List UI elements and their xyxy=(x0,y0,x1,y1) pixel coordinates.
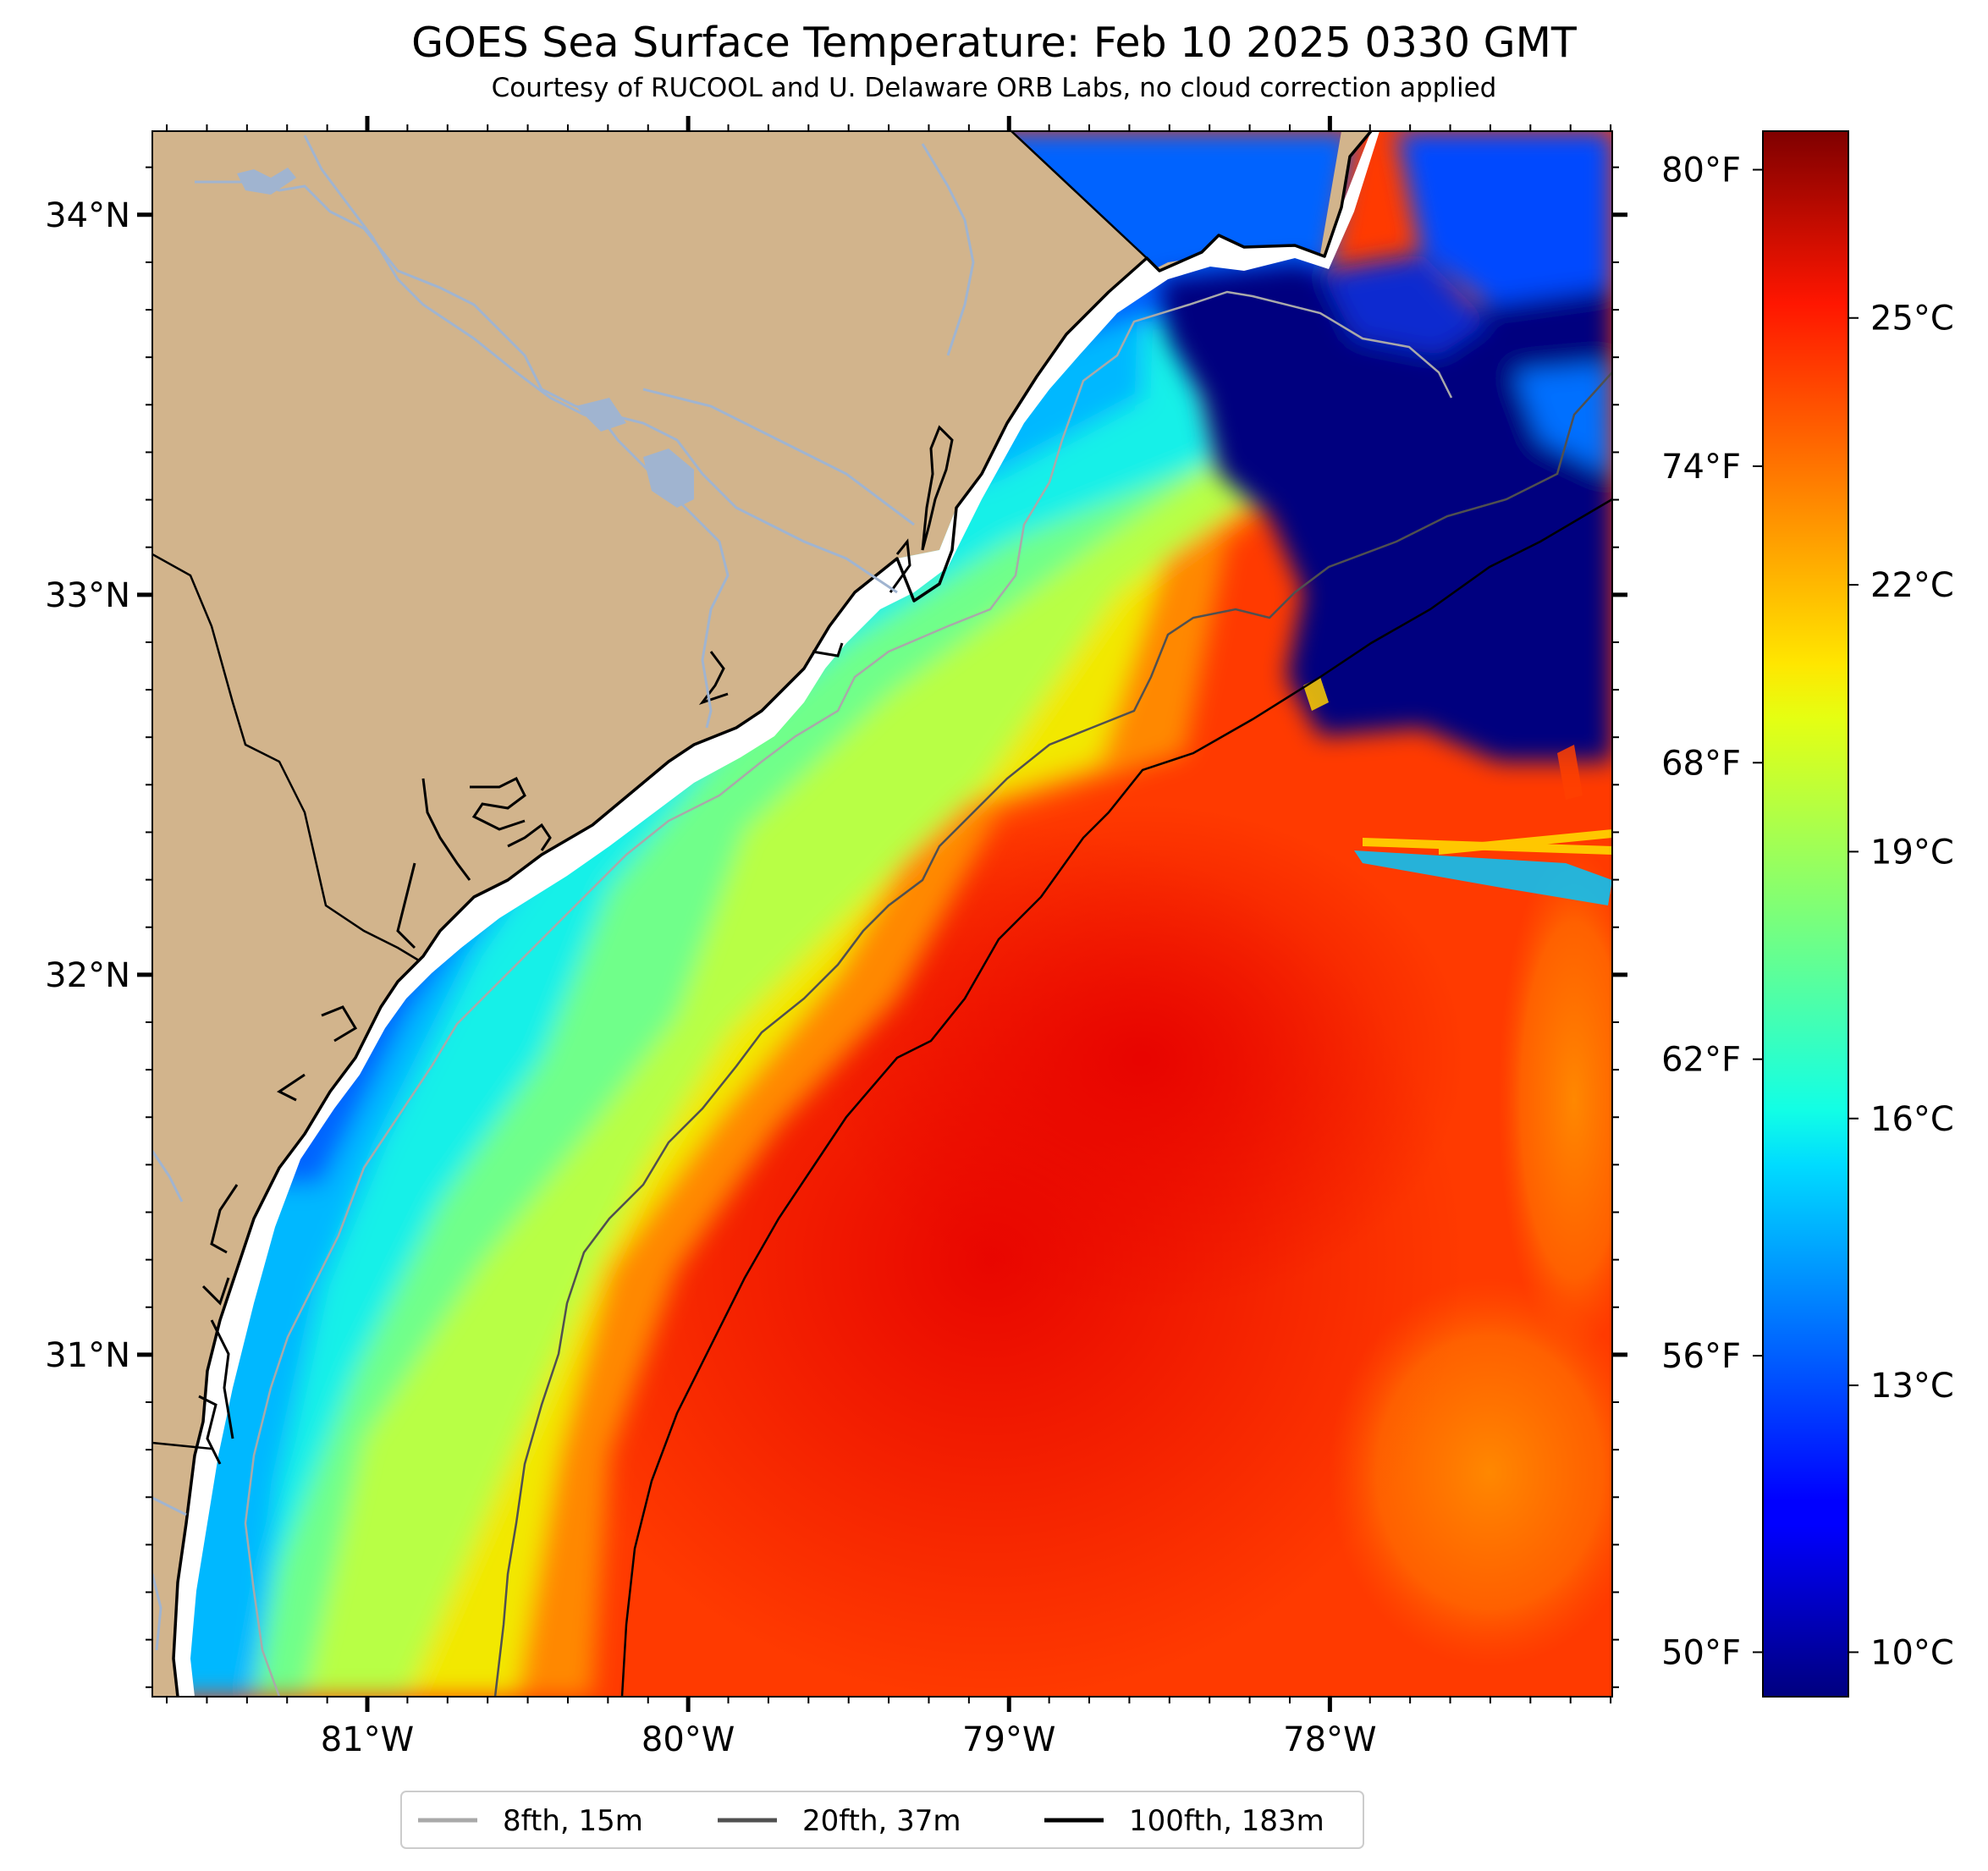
axis-ticks: 81°W 80°W 79°W 78°W 34°N 33°N 32°N 31°N xyxy=(45,116,1627,1759)
land xyxy=(152,131,1371,1697)
legend-box xyxy=(400,1791,1364,1849)
lat-tick-label: 33°N xyxy=(45,576,130,615)
state-boundaries xyxy=(152,131,1148,1450)
celsius-tick-label: 25°C xyxy=(1870,300,1954,338)
legend-label: 8fth, 15m xyxy=(503,1804,643,1838)
fahrenheit-tick-label: 80°F xyxy=(1661,151,1741,190)
celsius-tick-label: 16°C xyxy=(1870,1100,1954,1139)
rivers xyxy=(152,135,975,1651)
fahrenheit-tick-label: 62°F xyxy=(1661,1041,1741,1080)
celsius-tick-label: 13°C xyxy=(1870,1367,1954,1406)
isobath-20fth-37m xyxy=(493,371,1612,1697)
isobath-8fth-15m xyxy=(244,290,1453,1697)
legend-label: 20fth, 37m xyxy=(802,1804,961,1838)
fahrenheit-tick-label: 74°F xyxy=(1661,448,1741,487)
coastline xyxy=(172,131,1373,1697)
figure-subtitle: Courtesy of RUCOOL and U. Delaware ORB L… xyxy=(491,73,1497,103)
colorbar xyxy=(1762,130,1849,1698)
fahrenheit-tick-label: 68°F xyxy=(1661,744,1741,783)
figure-title: GOES Sea Surface Temperature: Feb 10 202… xyxy=(411,19,1577,67)
celsius-tick-label: 10°C xyxy=(1870,1633,1954,1672)
lon-tick-label: 79°W xyxy=(962,1720,1055,1759)
lon-tick-label: 81°W xyxy=(321,1720,414,1759)
celsius-tick-label: 22°C xyxy=(1870,566,1954,605)
colorbar-ticks: 25°C 22°C 19°C 16°C 13°C 10°C 80°F 74°F 68°F 62°F… xyxy=(1661,151,1954,1673)
legend-label: 100fth, 183m xyxy=(1129,1804,1324,1838)
fahrenheit-tick-label: 56°F xyxy=(1661,1337,1741,1376)
celsius-tick-label: 19°C xyxy=(1870,833,1954,872)
fahrenheit-tick-label: 50°F xyxy=(1661,1633,1741,1672)
map-frame xyxy=(151,130,1613,1698)
lat-tick-label: 31°N xyxy=(45,1336,130,1375)
lat-tick-label: 32°N xyxy=(45,956,130,995)
warm-eddy xyxy=(1329,1278,1612,1667)
lon-tick-label: 80°W xyxy=(642,1720,735,1759)
isobath-100fth-183m xyxy=(620,498,1612,1697)
map-area xyxy=(152,131,1612,1697)
lon-tick-label: 78°W xyxy=(1283,1720,1376,1759)
lat-tick-label: 34°N xyxy=(45,196,130,235)
legend: 8fth, 15m 20fth, 37m 100fth, 183m xyxy=(418,1804,1324,1838)
